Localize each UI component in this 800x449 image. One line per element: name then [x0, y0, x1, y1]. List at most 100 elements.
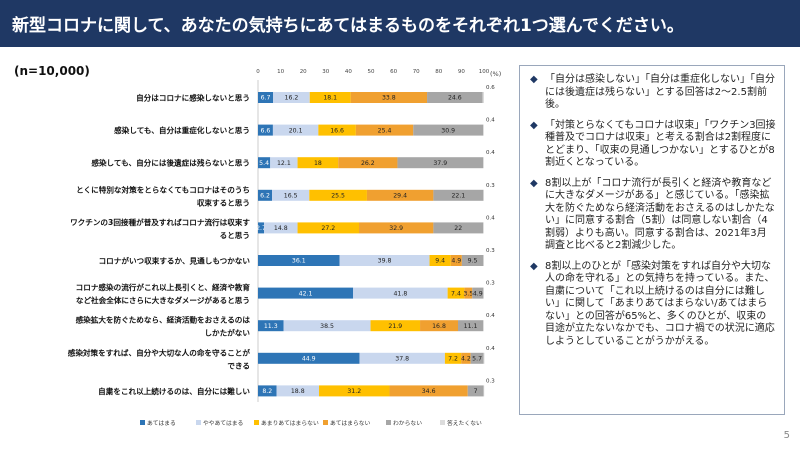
data-label: 37.8 — [395, 356, 409, 363]
data-label: 16.2 — [285, 95, 299, 102]
data-label: 22.1 — [451, 193, 465, 200]
bar-segment — [450, 255, 462, 266]
data-label: 18.1 — [323, 95, 337, 102]
data-label: 16.6 — [330, 127, 344, 134]
note-item: ◆ 8割以上が「コロナ流行が長引くと経済や教育などに大きなダメージがある」と感じて… — [530, 178, 776, 253]
data-label: 4.2 — [461, 356, 471, 363]
legend-label: あてはまる — [147, 420, 176, 427]
bar-segment — [359, 222, 434, 234]
x-tick-label: 20 — [300, 69, 307, 75]
x-tick-label: 60 — [390, 69, 397, 75]
data-label: 5.4 — [259, 160, 269, 167]
bar-segment — [483, 385, 485, 397]
bar-segment — [447, 287, 465, 299]
bar-segment — [420, 320, 459, 332]
data-label: 32.9 — [389, 225, 403, 232]
data-label: 25.4 — [378, 127, 392, 134]
x-tick-label: 30 — [322, 69, 329, 75]
x-tick-label: 0 — [256, 69, 260, 75]
bar-segment — [483, 287, 484, 299]
data-label: 11.1 — [464, 323, 478, 330]
data-label: 27.2 — [321, 225, 335, 232]
data-label: 2.7 — [256, 225, 266, 232]
category-label: 自粛をこれ以上続けるのは、自分には難しい — [98, 386, 250, 396]
bar-segment — [319, 385, 390, 397]
data-label: 39.8 — [378, 258, 392, 265]
x-tick-label: 40 — [345, 69, 352, 75]
category-label: 自分はコロナに感染しないと思う — [136, 93, 250, 103]
data-label: 6.6 — [261, 127, 271, 134]
bar-segment — [270, 157, 298, 169]
bar-segment — [433, 222, 484, 234]
sample-size-label: (n=10,000) — [14, 64, 90, 78]
bar-segment — [366, 189, 434, 201]
category-label: 収束すると思う — [197, 197, 250, 207]
data-label: 0.3 — [486, 378, 495, 384]
data-label: 9.5 — [468, 258, 478, 265]
bar-segment — [467, 385, 484, 397]
x-tick-label: 90 — [458, 69, 465, 75]
data-label: 44.9 — [302, 356, 316, 363]
bar-segment — [258, 124, 273, 136]
bar-segment — [264, 222, 298, 234]
legend-label: あまりあてはまらない — [261, 420, 319, 427]
bar-segment — [483, 157, 484, 169]
legend-label: わからない — [393, 420, 422, 427]
data-label: 0.4 — [486, 313, 495, 319]
bar-segment — [258, 385, 277, 397]
stacked-bar-chart: 0 10 20 30 40 50 60 70 80 90 100 (%) 自分はコロナに感染しないと思う… — [68, 69, 502, 427]
data-label: 0.4 — [486, 118, 495, 124]
category-label: ると思う — [220, 231, 250, 240]
category-label: コロナ感染の流行がこれ以上長引くと、経済や教育 — [76, 282, 251, 292]
bar-segment — [272, 189, 310, 201]
bar-segment — [483, 320, 484, 332]
data-label: 0.3 — [486, 281, 495, 287]
bar-segment — [389, 385, 468, 397]
note-text: 「対策とらなくてもコロナは収束」「ワクチン3回接種普及でコロナは収束」と考える割… — [545, 119, 776, 169]
bar-segment — [258, 352, 360, 364]
data-label: 7.4 — [451, 290, 461, 297]
bar-segment — [258, 189, 273, 201]
bar-segment — [370, 320, 421, 332]
bar-segment — [353, 287, 448, 299]
data-label: 30.9 — [441, 127, 455, 134]
diamond-bullet-icon: ◆ — [530, 119, 538, 131]
bar-segment — [297, 222, 360, 234]
data-label: 7 — [474, 388, 478, 395]
bar-segment — [413, 124, 484, 136]
bar-segment — [444, 352, 462, 364]
data-label: 24.6 — [448, 95, 462, 102]
note-text: 8割以上が「コロナ流行が長引くと経済や教育などに大きなダメージがある」と感じてい… — [545, 177, 775, 252]
bar-segment — [458, 320, 484, 332]
data-label: 34.6 — [422, 388, 436, 395]
bar-segment — [461, 255, 484, 266]
page-number: 5 — [783, 430, 790, 441]
bar-segment — [350, 92, 428, 103]
category-label: できる — [227, 361, 250, 370]
bar-segment — [483, 189, 484, 201]
bar-segment — [355, 124, 414, 136]
bar-segment — [483, 222, 484, 234]
note-text: 8割以上のひとが「感染対策をすれば自分や大切な人の命を守れる」との気持ちを持って… — [545, 260, 775, 347]
data-label: 18 — [314, 160, 322, 167]
data-label: 6.2 — [260, 193, 270, 200]
bar-segment — [483, 255, 484, 266]
data-label: 9.4 — [435, 258, 445, 265]
data-label: 37.9 — [433, 160, 447, 167]
data-label: 14.8 — [274, 225, 288, 232]
x-tick-label: 80 — [435, 69, 442, 75]
note-text: 「自分は感染しない」「自分は重症化しない」「自分には後遺症は残らない」とする回答… — [545, 74, 775, 110]
data-label: 20.1 — [289, 127, 303, 134]
data-label: 16.8 — [432, 323, 446, 330]
category-label: しかたがない — [204, 328, 250, 338]
bar-segment — [482, 92, 484, 103]
data-label: 29.4 — [393, 193, 407, 200]
legend-label: ややあてはまる — [203, 419, 243, 427]
bar-segment — [397, 157, 484, 169]
data-label: 31.2 — [347, 388, 361, 395]
bar-segment — [483, 352, 485, 364]
bar-segment — [276, 385, 320, 397]
data-label: 11.3 — [264, 323, 278, 330]
data-label: 18.8 — [291, 388, 305, 395]
bar-segment — [359, 352, 445, 364]
